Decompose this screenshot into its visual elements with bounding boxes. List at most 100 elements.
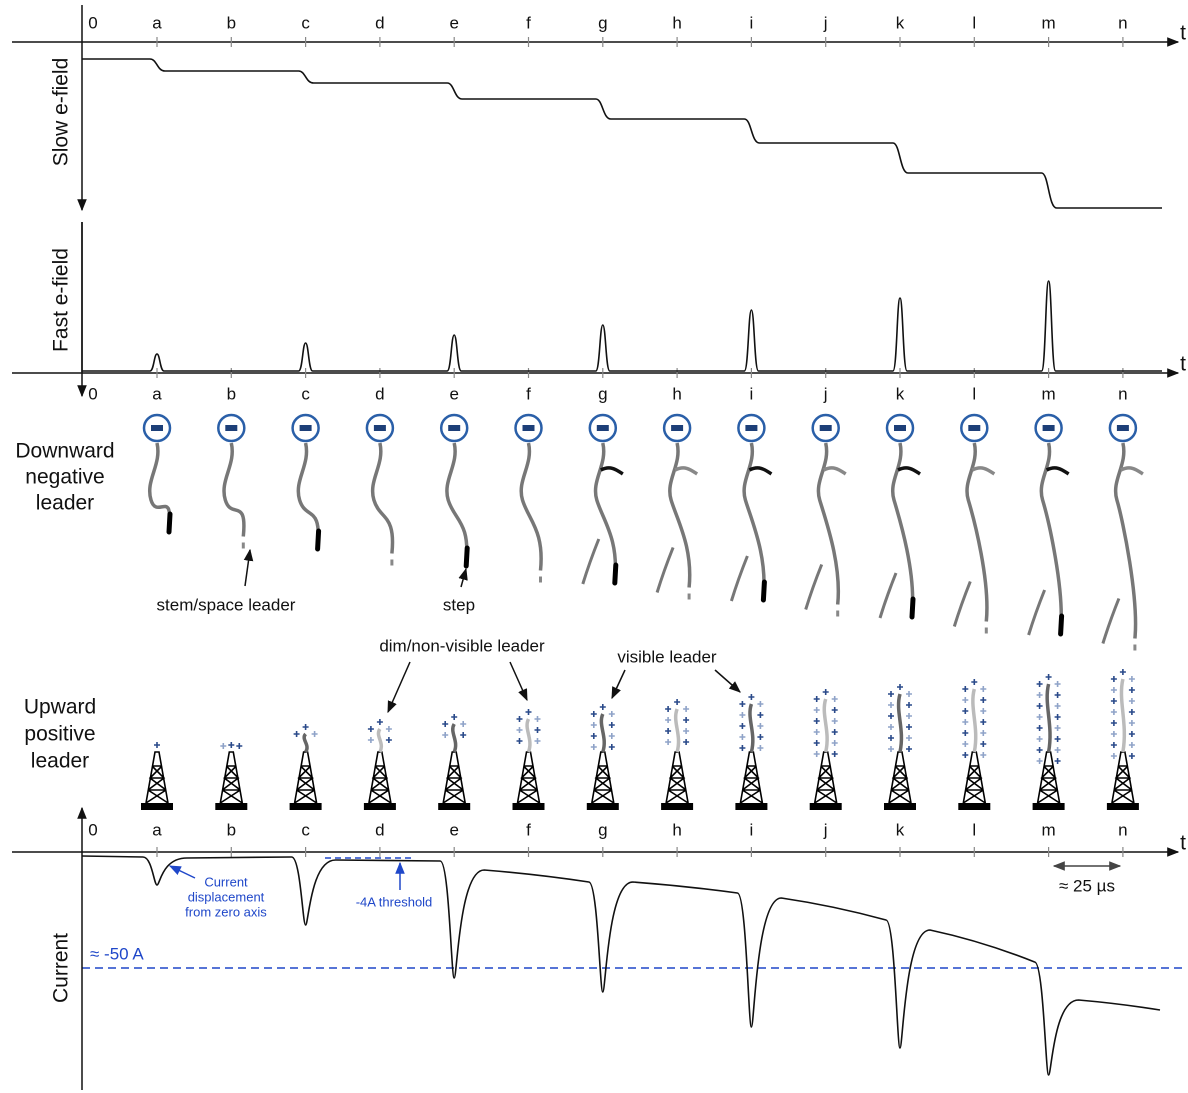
leader xyxy=(668,442,692,588)
leader-step xyxy=(315,528,322,552)
time-label: d xyxy=(375,384,384,403)
leader-branch xyxy=(600,466,624,476)
current-label: Current xyxy=(50,933,73,1003)
positive-charge xyxy=(1036,681,1043,687)
positive-charge xyxy=(683,706,690,712)
leader-branch xyxy=(581,538,601,585)
positive-charge xyxy=(1110,698,1117,704)
positive-charge xyxy=(1036,714,1043,720)
time-label: l xyxy=(972,820,976,839)
positive-charge xyxy=(1036,692,1043,698)
minus-sign xyxy=(671,425,684,431)
positive-charge xyxy=(451,714,458,720)
fast-field-curve xyxy=(82,280,1162,372)
downward-label: negative xyxy=(25,466,104,489)
leader-step xyxy=(1058,613,1065,637)
positive-charge xyxy=(980,741,987,747)
time-label: m xyxy=(1042,13,1056,32)
time-label: c xyxy=(301,384,310,403)
displacement-note: Current xyxy=(204,874,248,889)
time-label: g xyxy=(598,384,607,403)
positive-charge xyxy=(442,721,449,727)
positive-charge xyxy=(739,701,746,707)
tower-base xyxy=(1106,803,1139,810)
positive-charge xyxy=(757,734,764,740)
tower xyxy=(1111,751,1135,804)
time-label: j xyxy=(823,384,828,403)
slow-field-curve xyxy=(82,58,1162,209)
time-label: i xyxy=(750,384,754,403)
tower-base xyxy=(809,803,842,810)
arrow xyxy=(387,661,411,714)
positive-charge xyxy=(813,696,820,702)
positive-charge xyxy=(367,737,374,743)
positive-charge xyxy=(220,743,227,749)
positive-charge xyxy=(813,751,820,757)
positive-charge xyxy=(608,733,615,739)
time-label: n xyxy=(1118,13,1127,32)
current-curve xyxy=(81,855,1161,1076)
positive-charge xyxy=(962,741,969,747)
leader-branch xyxy=(822,466,847,476)
downward-label: leader xyxy=(36,492,94,515)
tower-base xyxy=(1032,803,1065,810)
time-label: i xyxy=(750,820,754,839)
positive-charge xyxy=(1054,692,1061,698)
positive-charge xyxy=(683,739,690,745)
arrow xyxy=(458,567,468,588)
leader-branch xyxy=(748,466,773,476)
positive-charge xyxy=(460,721,467,727)
positive-charge xyxy=(906,735,912,741)
positive-charge xyxy=(608,722,615,728)
tower xyxy=(888,751,912,804)
positive-charge xyxy=(888,724,894,730)
positive-charge xyxy=(757,701,764,707)
leader xyxy=(1113,442,1138,639)
positive-charge xyxy=(1128,742,1135,748)
upward-leader xyxy=(673,708,681,753)
positive-charge xyxy=(1036,703,1043,709)
positive-charge xyxy=(608,744,615,750)
time-label: f xyxy=(526,820,531,839)
positive-charge xyxy=(757,712,764,718)
time-label: a xyxy=(152,13,162,32)
positive-charge xyxy=(236,743,243,749)
positive-charge xyxy=(971,679,978,685)
time-label: h xyxy=(672,820,681,839)
time-label: l xyxy=(972,13,976,32)
time-label: g xyxy=(598,13,607,32)
positive-charge xyxy=(442,732,449,738)
minus-sign xyxy=(819,425,832,431)
positive-charge xyxy=(293,731,300,737)
positive-charge xyxy=(1045,674,1052,680)
tower-base xyxy=(884,803,916,810)
positive-charge xyxy=(888,746,894,752)
positive-charge xyxy=(980,719,987,725)
leader xyxy=(593,442,618,580)
positive-charge xyxy=(831,751,838,757)
positive-charge xyxy=(1110,687,1117,693)
time-label: b xyxy=(227,13,236,32)
upward-leader xyxy=(1119,678,1127,753)
tower-base xyxy=(512,803,545,810)
positive-charge xyxy=(962,686,969,692)
leader-branch xyxy=(971,466,996,476)
positive-charge xyxy=(897,684,903,690)
positive-charge xyxy=(534,738,541,744)
time-label: j xyxy=(823,13,828,32)
tower xyxy=(739,751,764,804)
leader-branch xyxy=(655,546,675,593)
time-label: k xyxy=(896,384,905,403)
tower xyxy=(665,751,689,804)
positive-charge xyxy=(739,734,746,740)
positive-charge xyxy=(608,711,615,717)
positive-charge xyxy=(888,691,894,697)
upward-leader xyxy=(971,688,978,753)
positive-charge xyxy=(813,707,820,713)
positive-charge xyxy=(599,704,606,710)
leader xyxy=(816,442,841,605)
positive-charge xyxy=(831,740,838,746)
positive-charge xyxy=(822,689,829,695)
